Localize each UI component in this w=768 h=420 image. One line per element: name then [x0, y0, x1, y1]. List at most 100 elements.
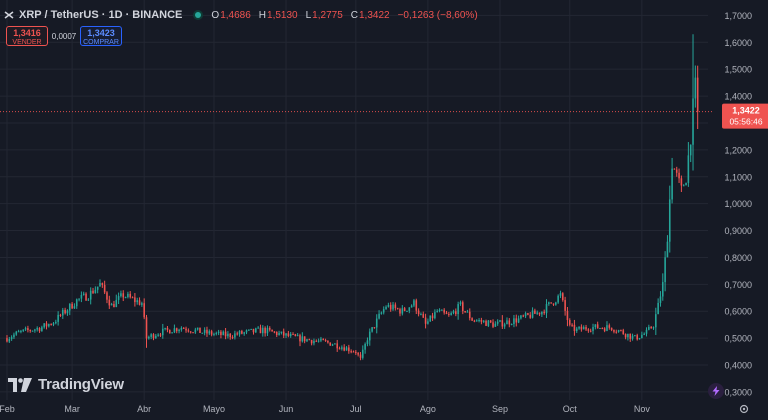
candle-body — [655, 314, 657, 328]
candle-body — [578, 326, 580, 329]
candle-body — [320, 338, 322, 341]
chart-header: XRP / TetherUS · 1D · BINANCE O1,4686 H1… — [3, 7, 478, 23]
candle-body — [664, 257, 666, 283]
candle-body — [180, 327, 183, 330]
sell-button[interactable]: 1,3416 VENDER — [6, 26, 48, 46]
candle-body — [424, 317, 427, 324]
candle-body — [399, 309, 401, 314]
tradingview-logo[interactable]: TradingView — [8, 376, 124, 393]
candle-body — [220, 331, 222, 336]
candle-body — [280, 331, 283, 333]
candle-body — [552, 303, 555, 305]
candle-body — [692, 98, 694, 145]
candle-body — [82, 293, 85, 295]
symbol-title[interactable]: XRP / TetherUS · 1D · BINANCE — [19, 9, 183, 21]
candle-body — [503, 324, 506, 327]
candle-body — [310, 340, 313, 344]
candle-body — [34, 329, 36, 331]
candle-body — [548, 302, 550, 304]
candle-body — [631, 335, 634, 339]
candle-body — [24, 328, 27, 330]
candle-body — [392, 304, 394, 310]
candle-body — [615, 331, 618, 333]
candle-body — [622, 330, 625, 335]
candle-body — [489, 320, 492, 323]
candle-body — [661, 282, 664, 297]
candle-body — [434, 312, 436, 319]
x-tick-label: Feb — [0, 404, 15, 414]
candle-body — [613, 330, 615, 332]
candle-body — [457, 304, 459, 315]
candle-body — [568, 320, 571, 325]
candle-body — [478, 319, 480, 321]
y-tick-label: 1,6000 — [724, 38, 752, 48]
candle-body — [255, 328, 257, 333]
candle-body — [259, 327, 262, 334]
candle-body — [8, 339, 11, 342]
candle-body — [657, 302, 659, 315]
candle-body — [671, 168, 673, 200]
candle-body — [71, 303, 73, 309]
candle-body — [213, 333, 215, 335]
candle-body — [527, 313, 529, 315]
candle-body — [85, 293, 87, 301]
candle-body — [317, 340, 320, 342]
candle-body — [557, 295, 559, 303]
candle-body — [515, 318, 518, 323]
candle-body — [159, 334, 162, 336]
x-tick-label: Sep — [492, 404, 508, 414]
candle-body — [394, 304, 397, 309]
buy-button[interactable]: 1,3423 COMPRAR — [80, 26, 122, 46]
candle-body — [57, 314, 59, 322]
candle-body — [652, 327, 655, 329]
candle-body — [134, 297, 136, 303]
candle-body — [261, 327, 264, 334]
y-tick-label: 1,0000 — [724, 199, 752, 209]
candle-body — [678, 172, 680, 179]
candle-body — [227, 333, 229, 337]
candle-body — [450, 313, 452, 316]
candle-body — [455, 311, 457, 315]
candle-body — [355, 351, 357, 354]
settings-gear-icon[interactable] — [739, 404, 749, 414]
candle-body — [87, 299, 90, 301]
candle-body — [645, 329, 648, 334]
candle-body — [236, 333, 239, 335]
candle-body — [308, 339, 311, 341]
candle-body — [141, 303, 143, 305]
y-tick-label: 0,4000 — [724, 361, 752, 371]
candle-body — [187, 330, 190, 332]
candle-body — [103, 284, 106, 293]
candle-body — [75, 299, 78, 307]
candle-body — [650, 326, 652, 329]
candle-body — [675, 169, 678, 173]
candle-body — [131, 297, 134, 299]
candle-body — [50, 324, 52, 326]
candle-body — [415, 300, 418, 311]
bolt-icon[interactable] — [708, 383, 724, 399]
candle-body — [475, 320, 478, 322]
candle-body — [120, 293, 122, 297]
y-tick-label: 0,9000 — [724, 226, 752, 236]
candle-body — [643, 333, 645, 335]
candle-body — [606, 325, 608, 331]
candle-body — [241, 331, 243, 334]
candle-body — [538, 312, 541, 315]
candle-body — [64, 309, 66, 314]
ohlc-high: H1,5130 — [258, 9, 298, 21]
candle-body — [559, 293, 562, 296]
candle-body — [601, 328, 604, 330]
candle-body — [580, 326, 583, 330]
candle-body — [680, 178, 683, 186]
candle-body — [694, 77, 697, 99]
candle-body — [148, 336, 150, 339]
candle-body — [550, 302, 552, 304]
candle-body — [396, 308, 399, 310]
candle-body — [341, 347, 343, 349]
symbol-icon[interactable] — [3, 9, 15, 21]
candle-body — [596, 324, 599, 329]
brand-name: TradingView — [38, 376, 124, 393]
candle-body — [215, 332, 218, 334]
candle-body — [110, 304, 113, 306]
